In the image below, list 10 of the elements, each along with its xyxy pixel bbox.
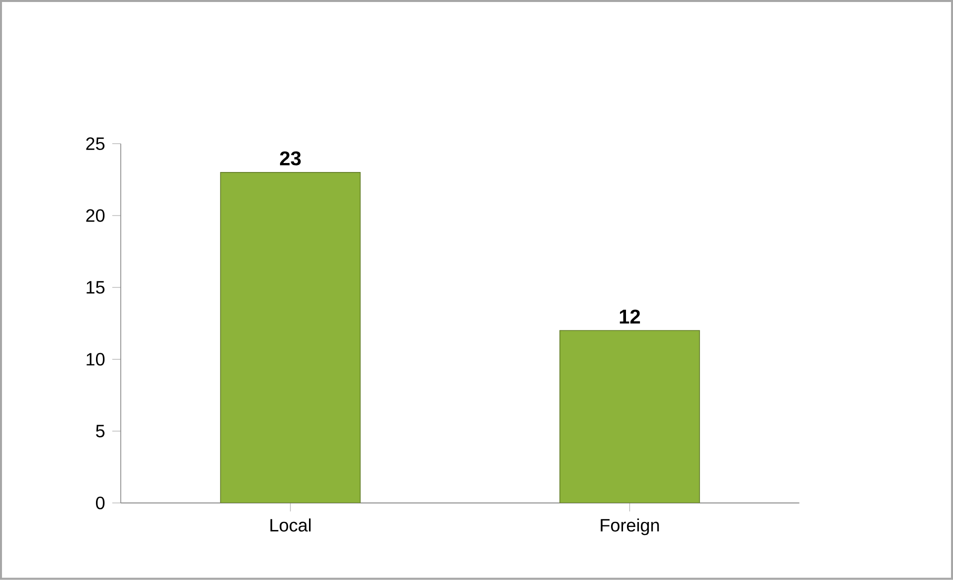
data-label: 23 (280, 151, 301, 166)
y-tick-label: 20 (86, 209, 105, 222)
y-tick-label: 10 (86, 353, 105, 366)
x-tick-label: Foreign (600, 518, 659, 536)
data-label: 12 (620, 310, 640, 324)
x-tick-label: Local (270, 518, 311, 532)
y-tick-label: 15 (86, 281, 104, 294)
y-tick-label: 0 (96, 496, 105, 510)
y-tick-label: 25 (86, 137, 104, 150)
y-tick-label: 5 (96, 424, 104, 438)
